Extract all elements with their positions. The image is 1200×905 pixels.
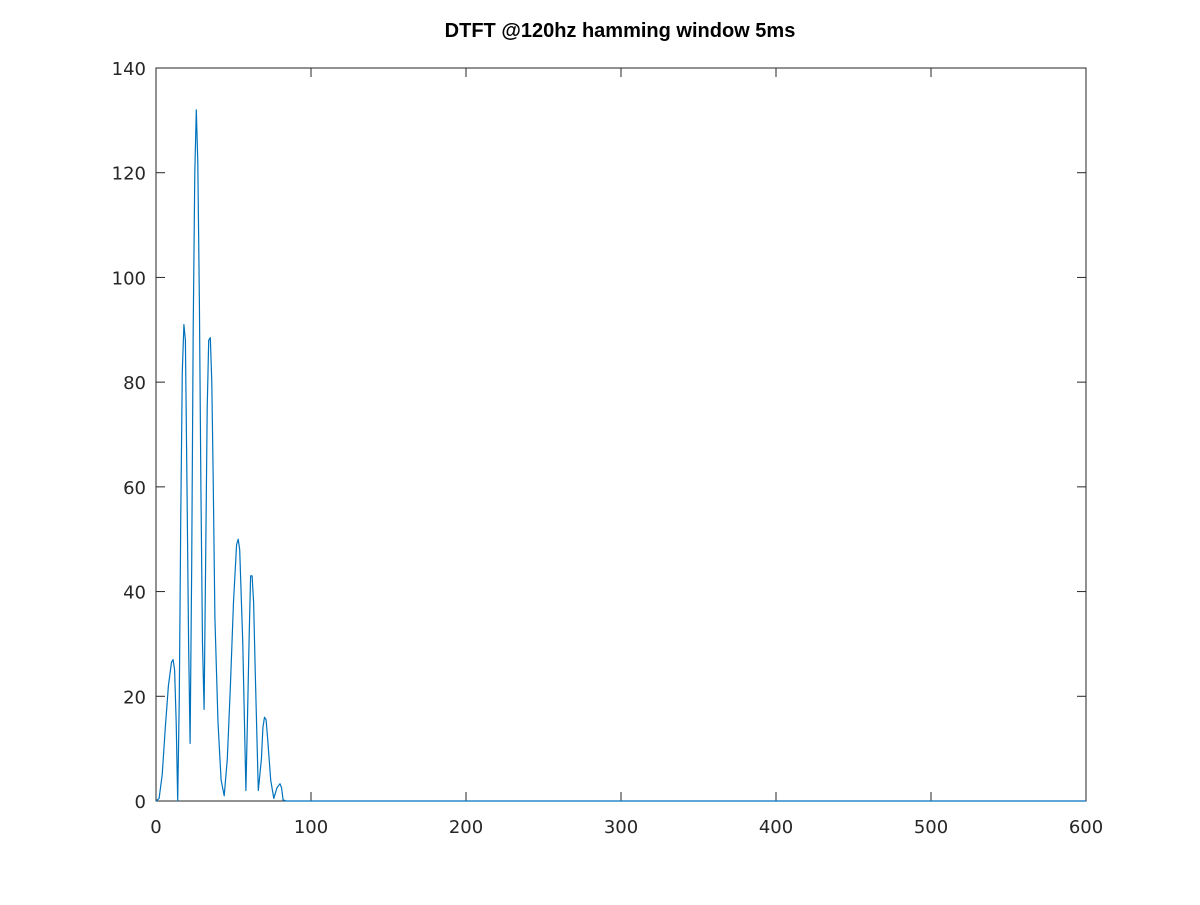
y-tick-label: 140: [112, 59, 146, 80]
axis-ticks: [155, 67, 1087, 802]
axes-frame: [155, 67, 1087, 802]
x-tick-label: 400: [759, 817, 793, 838]
y-tick-label: 0: [135, 792, 146, 813]
y-tick-label: 120: [112, 164, 146, 185]
y-tick-label: 20: [123, 687, 146, 708]
chart-title: DTFT @120hz hamming window 5ms: [444, 20, 796, 42]
y-tick-label: 60: [123, 478, 146, 499]
x-tick-label: 600: [1069, 817, 1103, 838]
x-tick-label: 300: [604, 817, 638, 838]
x-tick-label: 0: [150, 817, 161, 838]
x-tick-label: 200: [449, 817, 483, 838]
axis-tick-labels: 0 100 200 300 400 500 600 0 20 40 60 80 100 120 140: [112, 59, 1104, 838]
x-tick-label: 500: [914, 817, 948, 838]
y-tick-label: 80: [123, 373, 146, 394]
y-tick-label: 40: [123, 583, 146, 604]
x-tick-label: 100: [294, 817, 328, 838]
y-tick-label: 100: [112, 268, 146, 289]
series-group: [155, 109, 1086, 802]
series-line-0: [155, 109, 1086, 802]
